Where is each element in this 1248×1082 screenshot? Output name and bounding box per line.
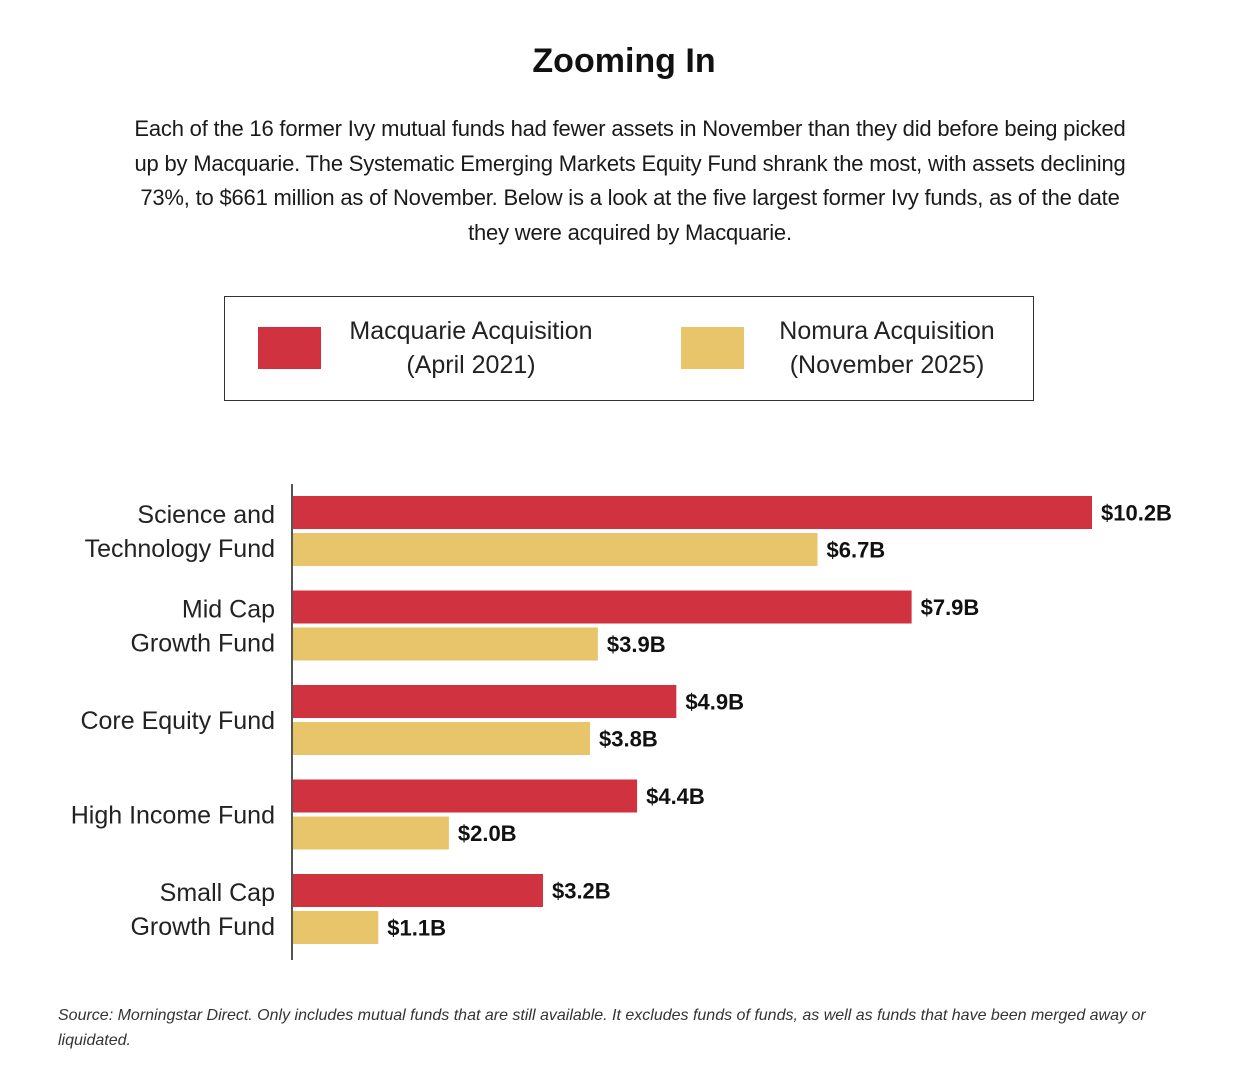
data-label-nomura-0: $6.7B [826, 538, 885, 563]
category-label-3-0: High Income Fund [71, 802, 275, 830]
legend-swatch-nomura [681, 327, 744, 369]
bar-nomura-0 [292, 533, 818, 566]
category-label-0-0: Science and [137, 501, 275, 529]
legend-label-macquarie-line2: (April 2021) [406, 351, 536, 379]
bar-nomura-4 [292, 911, 379, 944]
data-label-macquarie-1: $7.9B [921, 595, 980, 620]
category-label-1-1: Growth Fund [130, 630, 275, 658]
bar-macquarie-1 [292, 590, 912, 624]
category-label-4-0: Small Cap [160, 879, 275, 907]
legend-label-nomura: Nomura Acquisition (November 2025) [727, 314, 1047, 382]
source-footnote: Source: Morningstar Direct. Only include… [58, 1007, 1146, 1049]
legend-label-nomura-line2: (November 2025) [789, 351, 985, 379]
data-label-macquarie-4: $3.2B [552, 879, 611, 904]
legend-label-macquarie-line1: Macquarie Acquisition [349, 317, 593, 345]
data-label-nomura-4: $1.1B [387, 916, 446, 941]
bar-macquarie-4 [292, 874, 543, 907]
bar-nomura-1 [292, 627, 598, 661]
data-label-nomura-1: $3.9B [607, 632, 666, 657]
bar-macquarie-0 [292, 496, 1092, 529]
data-label-macquarie-2: $4.9B [685, 690, 744, 715]
legend-swatch-macquarie [258, 327, 321, 369]
data-label-macquarie-3: $4.4B [646, 784, 705, 809]
category-label-4-1: Growth Fund [130, 913, 275, 941]
legend: Macquarie Acquisition (April 2021) Nomur… [224, 296, 1034, 401]
bar-nomura-2 [292, 722, 591, 755]
data-label-nomura-2: $3.8B [599, 727, 658, 752]
data-label-nomura-3: $2.0B [458, 821, 517, 846]
legend-label-macquarie: Macquarie Acquisition (April 2021) [311, 314, 631, 382]
chart-subtitle: Each of the 16 former Ivy mutual funds h… [134, 116, 1126, 245]
bar-nomura-3 [292, 816, 449, 850]
category-label-2-0: Core Equity Fund [80, 707, 275, 735]
chart-title: Zooming In [532, 42, 716, 80]
bar-macquarie-3 [292, 779, 638, 813]
legend-label-nomura-line1: Nomura Acquisition [779, 317, 995, 345]
bar-macquarie-2 [292, 685, 677, 718]
data-label-macquarie-0: $10.2B [1101, 501, 1172, 526]
category-label-1-0: Mid Cap [182, 596, 275, 624]
category-label-0-1: Technology Fund [85, 535, 275, 563]
